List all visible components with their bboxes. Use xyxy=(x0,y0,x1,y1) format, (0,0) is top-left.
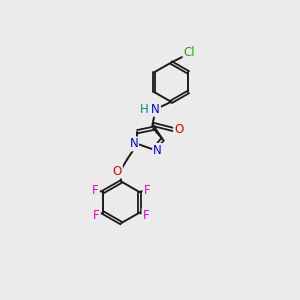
Text: F: F xyxy=(142,208,149,221)
Text: Cl: Cl xyxy=(184,46,195,59)
Text: F: F xyxy=(93,208,100,221)
Text: H: H xyxy=(140,103,149,116)
Text: N: N xyxy=(151,103,160,116)
Text: O: O xyxy=(112,165,122,178)
Text: O: O xyxy=(174,123,183,136)
Text: F: F xyxy=(143,184,150,196)
Text: F: F xyxy=(92,184,99,196)
Text: N: N xyxy=(153,144,162,157)
Text: N: N xyxy=(129,137,138,150)
